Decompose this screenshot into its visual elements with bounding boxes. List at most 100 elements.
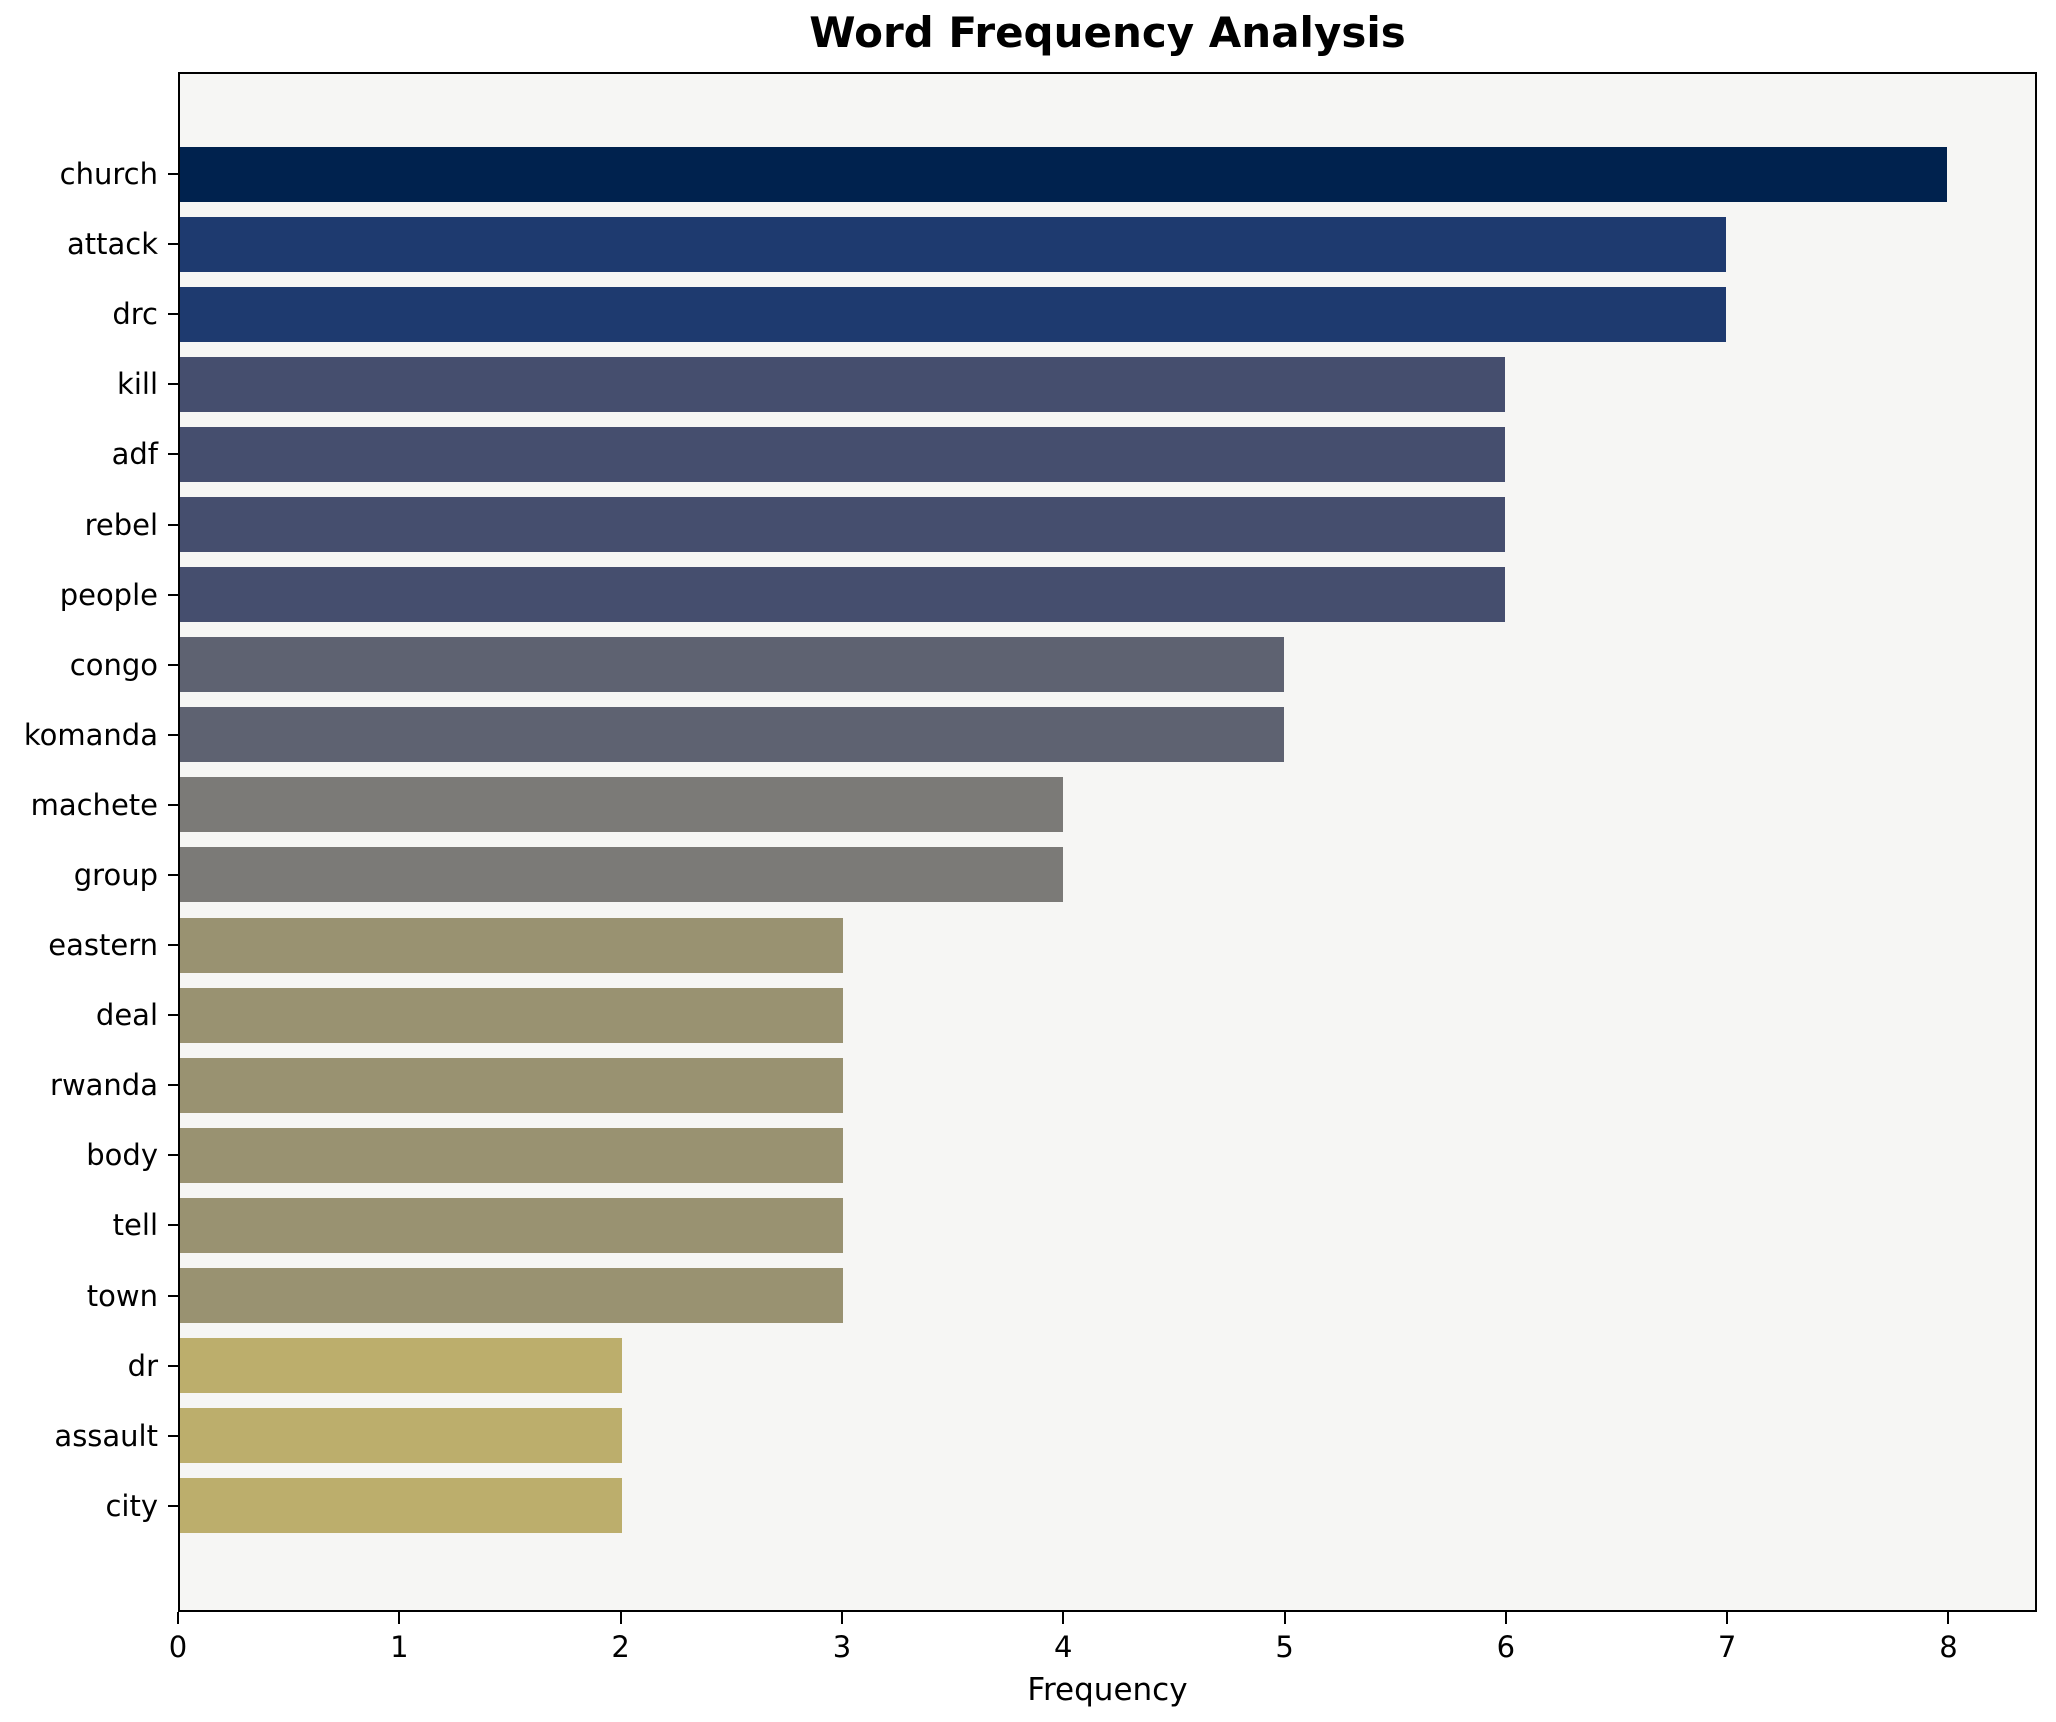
x-tick-label: 8 (1939, 1630, 1958, 1664)
x-tick-mark (1726, 1612, 1729, 1624)
x-tick-mark (1947, 1612, 1950, 1624)
y-axis-category-label: rwanda (50, 1068, 158, 1103)
x-tick-mark (840, 1612, 843, 1624)
y-tick-mark (168, 313, 180, 316)
y-tick-mark (168, 1504, 180, 1507)
frequency-bar (180, 917, 843, 973)
frequency-bar (180, 567, 1505, 623)
y-axis-category-label: tell (112, 1208, 158, 1243)
y-axis-category-label: rebel (84, 507, 158, 542)
y-tick-mark (168, 873, 180, 876)
frequency-bar (180, 777, 1064, 833)
y-axis-category-label: deal (95, 998, 158, 1033)
y-tick-mark (168, 453, 180, 456)
y-tick-mark (168, 593, 180, 596)
y-axis-category-label: town (86, 1278, 158, 1313)
x-tick-mark (1062, 1612, 1065, 1624)
y-axis-category-label: body (86, 1138, 158, 1173)
bar-row: church (60, 139, 2035, 209)
x-axis-label: Frequency (1027, 1672, 1188, 1708)
y-tick-mark (168, 1434, 180, 1437)
x-tick-label: 6 (1496, 1630, 1516, 1664)
y-axis-category-label: drc (112, 297, 158, 332)
y-tick-mark (168, 383, 180, 386)
bar-row: machete (31, 770, 2035, 840)
y-tick-mark (168, 944, 180, 947)
frequency-bar (180, 1478, 622, 1534)
bar-row: tell (113, 1190, 2035, 1260)
y-axis-category-label: komanda (23, 717, 158, 752)
x-tick-mark (1283, 1612, 1286, 1624)
y-tick-mark (168, 173, 180, 176)
y-axis-category-label: dr (127, 1348, 158, 1383)
frequency-bar (180, 987, 843, 1043)
y-axis-category-label: attack (66, 227, 158, 262)
y-axis-category-label: congo (69, 647, 158, 682)
y-axis-category-label: people (59, 577, 158, 612)
x-tick-label: 0 (168, 1630, 188, 1664)
bars-region: church attack drc kill adf rebel people congo ko… (24, 139, 2035, 1541)
frequency-bar (180, 637, 1285, 693)
y-axis-category-label: church (59, 157, 158, 192)
frequency-bar (180, 1408, 622, 1464)
y-tick-mark (168, 1224, 180, 1227)
bar-row: dr (128, 1331, 2035, 1401)
frequency-bar (180, 1127, 843, 1183)
x-tick-label: 5 (1275, 1630, 1294, 1664)
y-axis-category-label: group (73, 857, 158, 892)
y-axis-category-label: assault (54, 1418, 158, 1453)
bar-row: group (74, 840, 2035, 910)
bar-row: city (105, 1471, 2035, 1541)
y-axis-category-label: machete (30, 787, 158, 822)
x-tick-label: 3 (832, 1630, 852, 1664)
frequency-bar (180, 286, 1726, 342)
bar-row: body (86, 1120, 2035, 1190)
y-axis-category-label: eastern (48, 928, 158, 963)
x-tick-mark (177, 1612, 179, 1624)
frequency-bar (180, 497, 1505, 553)
y-axis-category-label: kill (117, 367, 158, 402)
y-tick-mark (168, 1364, 180, 1367)
bar-row: people (60, 560, 2035, 630)
y-axis-category-label: city (105, 1488, 158, 1523)
y-tick-mark (168, 803, 180, 806)
y-tick-mark (168, 523, 180, 526)
x-tick-mark (398, 1612, 401, 1624)
bar-row: attack (67, 209, 2035, 279)
y-tick-mark (168, 1084, 180, 1087)
y-tick-mark (168, 1014, 180, 1017)
x-tick-mark (1504, 1612, 1507, 1624)
bar-row: adf (112, 419, 2035, 489)
chart-title: Word Frequency Analysis (809, 8, 1406, 57)
bar-row: rwanda (50, 1050, 2035, 1120)
frequency-bar (180, 707, 1285, 763)
bar-row: komanda (24, 700, 2035, 770)
x-tick-label: 1 (390, 1630, 409, 1664)
y-tick-mark (168, 663, 180, 666)
frequency-bar (180, 356, 1505, 412)
y-tick-mark (168, 733, 180, 736)
y-tick-mark (168, 1154, 180, 1157)
plot-area: church attack drc kill adf rebel people congo ko… (24, 72, 2037, 1612)
frequency-bar (180, 216, 1726, 272)
bar-row: deal (96, 980, 2035, 1050)
frequency-bar (180, 1268, 843, 1324)
frequency-bar (180, 1338, 622, 1394)
y-tick-mark (168, 243, 180, 246)
frequency-bar (180, 1197, 843, 1253)
x-tick-label: 7 (1717, 1630, 1737, 1664)
bar-row: drc (112, 279, 2035, 349)
bar-row: rebel (85, 489, 2035, 559)
x-tick-label: 4 (1054, 1630, 1073, 1664)
frequency-bar (180, 1057, 843, 1113)
bar-row: eastern (48, 910, 2035, 980)
bar-row: kill (117, 349, 2035, 419)
bar-row: assault (54, 1401, 2035, 1471)
x-tick-label: 2 (611, 1630, 630, 1664)
y-tick-mark (168, 1294, 180, 1297)
frequency-bar (180, 847, 1064, 903)
x-tick-mark (619, 1612, 622, 1624)
y-axis-category-label: adf (111, 437, 158, 472)
frequency-bar (180, 426, 1505, 482)
